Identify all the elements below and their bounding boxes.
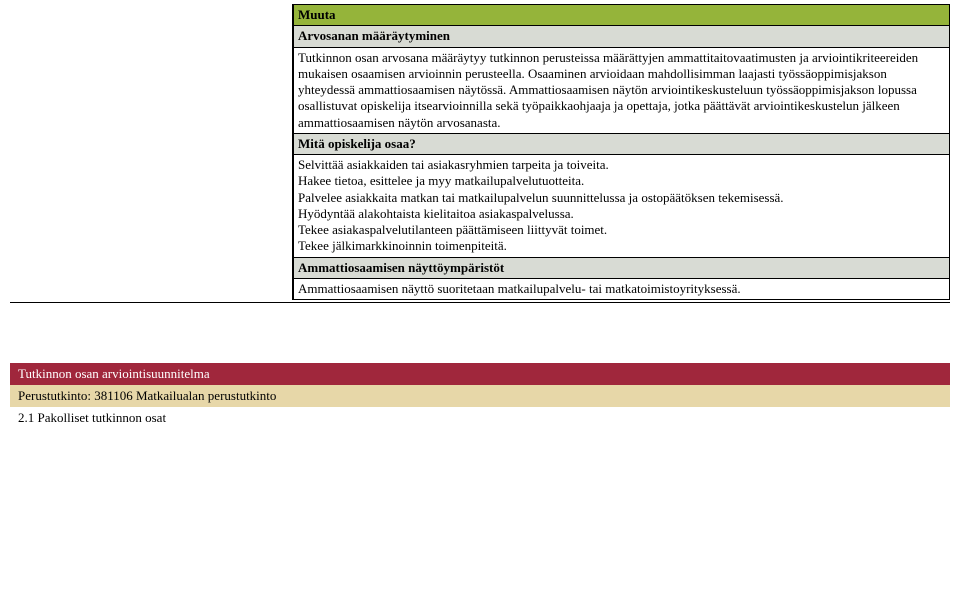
body-mita: Selvittää asiakkaiden tai asiakasryhmien… (294, 155, 950, 258)
header-arvosanan: Arvosanan määräytyminen (294, 26, 950, 47)
mita-line: Selvittää asiakkaiden tai asiakasryhmien… (298, 157, 609, 172)
bottom-rule (10, 302, 950, 303)
body-nayttoymp: Ammattiosaamisen näyttö suoritetaan matk… (294, 278, 950, 299)
header-nayttoymp: Ammattiosaamisen näyttöympäristöt (294, 257, 950, 278)
footer-section: 2.1 Pakolliset tutkinnon osat (10, 407, 950, 429)
content-table: Muuta Arvosanan määräytyminen Tutkinnon … (10, 4, 950, 300)
mita-line: Tekee jälkimarkkinoinnin toimenpiteitä. (298, 238, 507, 253)
header-mita: Mitä opiskelija osaa? (294, 133, 950, 154)
mita-line: Hakee tietoa, esittelee ja myy matkailup… (298, 173, 584, 188)
left-column (10, 4, 293, 300)
mita-line: Hyödyntää alakohtaista kielitaitoa asiak… (298, 206, 574, 221)
footer-title: Tutkinnon osan arviointisuunnitelma (10, 363, 950, 385)
header-muuta: Muuta (294, 5, 950, 26)
footer-subtitle: Perustutkinto: 381106 Matkailualan perus… (10, 385, 950, 407)
footer-block: Tutkinnon osan arviointisuunnitelma Peru… (10, 363, 950, 429)
mita-line: Tekee asiakaspalvelutilanteen päättämise… (298, 222, 607, 237)
mita-line: Palvelee asiakkaita matkan tai matkailup… (298, 190, 784, 205)
body-arvosanan: Tutkinnon osan arvosana määräytyy tutkin… (294, 47, 950, 133)
right-column: Muuta Arvosanan määräytyminen Tutkinnon … (293, 4, 951, 300)
